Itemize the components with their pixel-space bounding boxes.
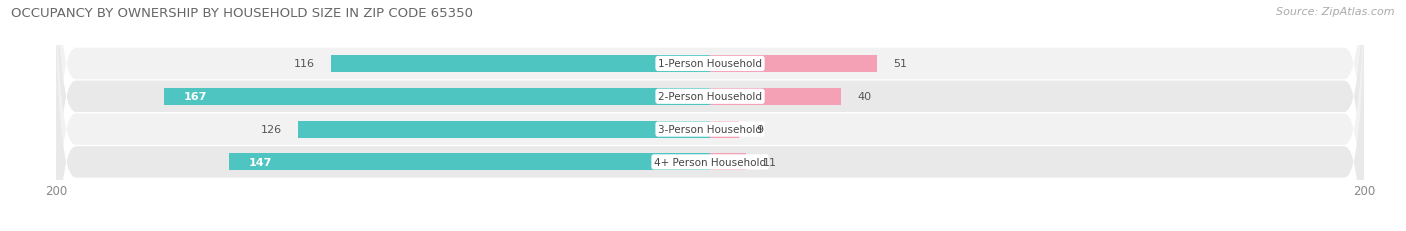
Bar — [165, 88, 710, 105]
Text: 116: 116 — [294, 59, 315, 69]
Bar — [710, 121, 740, 138]
Bar — [298, 121, 710, 138]
Text: 9: 9 — [756, 125, 763, 134]
FancyBboxPatch shape — [56, 0, 1364, 231]
Text: 167: 167 — [184, 92, 207, 102]
Legend: Owner-occupied, Renter-occupied: Owner-occupied, Renter-occupied — [591, 230, 830, 231]
Text: 4+ Person Household: 4+ Person Household — [654, 157, 766, 167]
Text: 147: 147 — [249, 157, 273, 167]
Text: 2-Person Household: 2-Person Household — [658, 92, 762, 102]
Bar — [710, 88, 841, 105]
Bar — [710, 154, 747, 171]
Text: 1-Person Household: 1-Person Household — [658, 59, 762, 69]
Bar — [330, 56, 710, 73]
Text: OCCUPANCY BY OWNERSHIP BY HOUSEHOLD SIZE IN ZIP CODE 65350: OCCUPANCY BY OWNERSHIP BY HOUSEHOLD SIZE… — [11, 7, 474, 20]
Bar — [229, 154, 710, 171]
Bar — [710, 56, 877, 73]
Text: 11: 11 — [762, 157, 776, 167]
FancyBboxPatch shape — [56, 0, 1364, 231]
Text: 40: 40 — [858, 92, 872, 102]
FancyBboxPatch shape — [56, 0, 1364, 231]
FancyBboxPatch shape — [56, 0, 1364, 231]
Text: 51: 51 — [893, 59, 907, 69]
Text: 126: 126 — [260, 125, 281, 134]
Text: 3-Person Household: 3-Person Household — [658, 125, 762, 134]
Text: Source: ZipAtlas.com: Source: ZipAtlas.com — [1277, 7, 1395, 17]
